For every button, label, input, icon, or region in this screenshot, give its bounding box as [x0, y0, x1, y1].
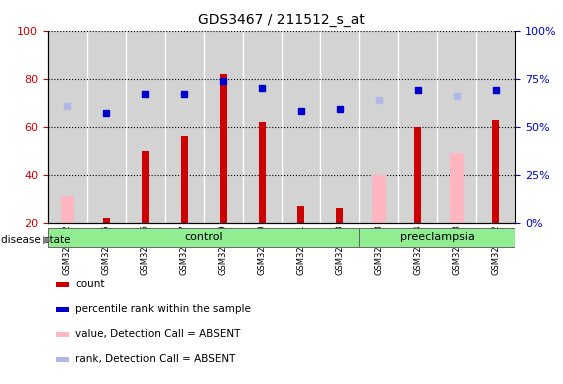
Bar [359, 31, 399, 223]
Text: value, Detection Call = ABSENT: value, Detection Call = ABSENT [75, 329, 241, 339]
Bar [165, 31, 204, 223]
Bar [181, 136, 187, 223]
Bar [48, 228, 359, 247]
Bar [220, 74, 226, 223]
Bar [450, 153, 463, 223]
Bar [359, 228, 515, 247]
Title: GDS3467 / 211512_s_at: GDS3467 / 211512_s_at [198, 13, 365, 27]
Bar [492, 119, 499, 223]
Text: ▶: ▶ [43, 235, 52, 245]
Bar [243, 31, 282, 223]
Text: rank, Detection Call = ABSENT: rank, Detection Call = ABSENT [75, 354, 236, 364]
Bar [399, 31, 437, 223]
Text: disease state: disease state [1, 235, 70, 245]
Bar [297, 206, 305, 223]
Bar [258, 122, 266, 223]
Bar [87, 31, 126, 223]
Bar [204, 31, 243, 223]
Bar [103, 218, 110, 223]
Text: preeclampsia: preeclampsia [400, 232, 475, 242]
Bar [126, 31, 165, 223]
Bar [48, 31, 87, 223]
Bar [320, 31, 359, 223]
Bar [142, 151, 149, 223]
Bar [437, 31, 476, 223]
Bar [60, 196, 74, 223]
Bar [337, 208, 343, 223]
Bar [476, 31, 515, 223]
Bar [282, 31, 320, 223]
Text: percentile rank within the sample: percentile rank within the sample [75, 304, 251, 314]
Text: count: count [75, 279, 105, 289]
Bar [414, 127, 421, 223]
Text: control: control [184, 232, 223, 242]
Bar [372, 175, 386, 223]
